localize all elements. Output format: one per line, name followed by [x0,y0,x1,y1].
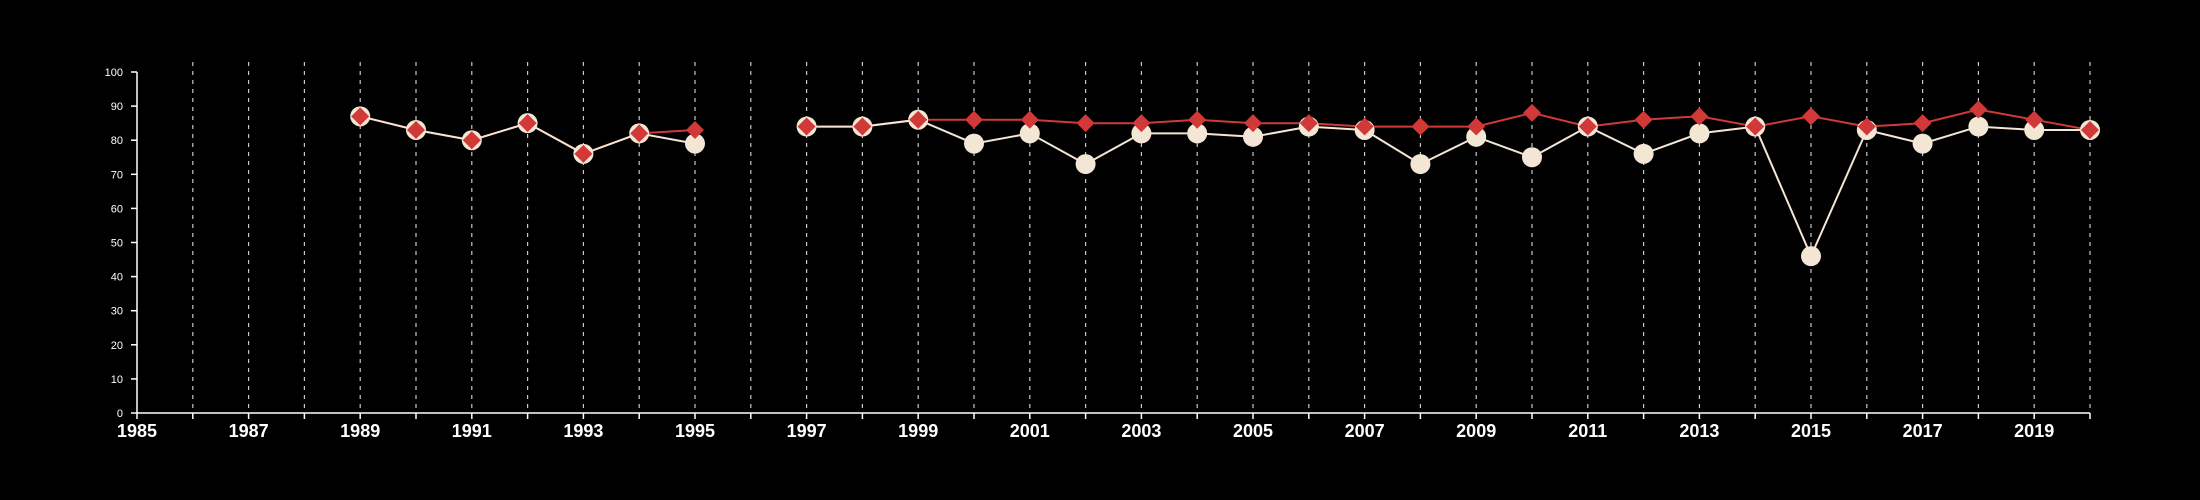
x-tick-label: 2011 [1568,421,1607,441]
series-marker-circle [1243,126,1263,147]
series-marker-diamond [1746,117,1765,136]
series-marker-diamond [1578,117,1597,136]
x-tick-label: 2015 [1791,421,1831,441]
y-tick-label: 60 [111,203,123,215]
series-marker-diamond [1634,110,1653,129]
series-marker-circle [1522,147,1542,168]
y-tick-label: 80 [111,135,123,147]
series-marker-circle [2024,119,2045,140]
y-tick-label: 100 [105,67,123,79]
series-marker-diamond [1355,117,1374,136]
series-marker-circle [1187,123,1208,144]
y-tick-label: 50 [111,238,123,250]
series-line-red [806,108,2091,131]
series-marker-diamond [853,117,872,136]
series-marker-circle [1968,116,1989,137]
x-tick-label: 1989 [340,421,380,441]
series-marker-diamond [2081,120,2099,139]
x-tick-label: 2005 [1233,421,1273,441]
x-tick-label: 1993 [563,421,603,441]
series-marker-diamond [1913,114,1932,133]
series-marker-diamond [1802,107,1820,126]
series-marker-circle [1131,123,1152,144]
series-marker-diamond [686,120,704,139]
x-tick-label: 2009 [1456,421,1496,441]
y-tick-label: 10 [111,374,123,386]
y-tick-label: 20 [111,340,123,352]
series-marker-diamond [909,110,928,129]
series-marker-circle [685,133,705,154]
series-marker-diamond [1188,110,1207,129]
series-marker-circle [1410,154,1431,175]
x-tick-label: 1985 [117,421,157,441]
series-marker-circle [1019,123,1040,144]
series-marker-diamond [574,144,593,163]
x-tick-label: 2003 [1121,421,1161,441]
x-tick-label: 1997 [787,421,827,441]
series-line-white [806,118,2090,259]
series-marker-diamond [797,117,816,136]
series-marker-diamond [2025,110,2044,129]
x-tick-label: 2007 [1345,421,1385,441]
series-marker-diamond [518,114,537,133]
series-marker-diamond [1969,100,1988,119]
series-marker-diamond [1411,117,1430,136]
series-marker-diamond [1467,117,1486,136]
x-tick-label: 1999 [898,421,938,441]
x-tick-label: 2017 [1903,421,1943,441]
x-tick-label: 1995 [675,421,715,441]
series-marker-diamond [407,120,425,139]
x-tick-label: 1987 [229,421,269,441]
axis-layer: 0 10 20 30 40 50 60 70 80 90 100 1985 1987 1989 1991 19… [105,67,2091,441]
x-tick-label: 1991 [452,421,492,441]
y-tick-label: 40 [111,272,123,284]
series-marker-diamond [1244,114,1262,133]
series-marker-diamond [1299,114,1318,133]
x-tick-label: 2019 [2014,421,2054,441]
series-layer [350,100,2100,267]
series-marker-diamond [1857,117,1876,136]
series-marker-diamond [1132,114,1151,133]
y-tick-label: 0 [117,408,123,420]
series-marker-circle [1075,154,1096,175]
series-marker-circle [964,133,984,154]
series-marker-diamond [1690,107,1709,126]
series-marker-diamond [630,124,649,143]
series-marker-diamond [1523,103,1541,122]
series-marker-diamond [351,107,370,126]
series-marker-diamond [1020,110,1039,129]
series-marker-diamond [965,110,983,129]
series-marker-circle [1689,123,1710,144]
x-tick-label: 2013 [1679,421,1719,441]
series-marker-circle [1912,133,1933,154]
y-tick-label: 30 [111,306,123,318]
y-tick-label: 70 [111,169,123,181]
series-marker-circle [1801,246,1821,267]
series-marker-circle [1466,126,1487,147]
y-tick-label: 90 [111,101,123,113]
series-marker-diamond [1076,114,1095,133]
series-marker-diamond [462,131,481,150]
x-tick-label: 2001 [1010,421,1050,441]
series-marker-circle [1633,143,1654,164]
